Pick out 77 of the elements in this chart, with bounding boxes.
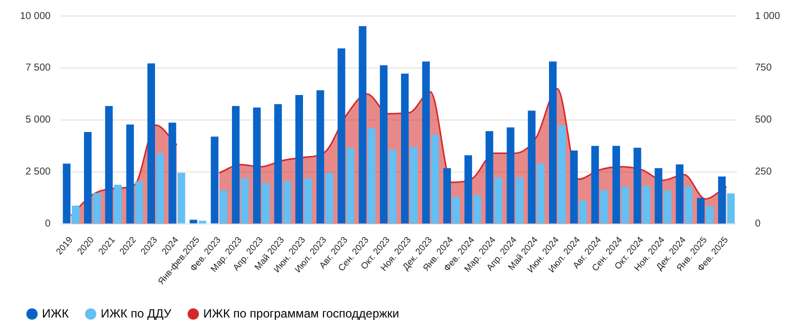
bar: [558, 126, 566, 224]
legend-label: ИЖК по программам господдержки: [203, 306, 400, 320]
bar: [452, 197, 460, 224]
bar: [642, 186, 650, 224]
bar: [506, 127, 514, 224]
y-tick-label: 5 000: [26, 114, 52, 126]
bar: [443, 168, 451, 224]
bar: [410, 146, 418, 224]
bar: [706, 206, 714, 224]
bar: [253, 107, 261, 224]
bar: [676, 164, 684, 224]
y2-tick-label: 750: [754, 62, 772, 74]
bar: [684, 186, 692, 224]
legend-label: ИЖК: [42, 306, 69, 320]
bar: [727, 193, 735, 224]
bar: [464, 155, 472, 224]
y2-tick-label: 500: [754, 114, 772, 126]
bar: [612, 146, 620, 224]
bar: [92, 193, 101, 224]
y2-tick-label: 250: [754, 166, 772, 178]
bar: [358, 26, 366, 224]
bar: [295, 95, 303, 224]
bar: [84, 132, 92, 224]
bar: [338, 48, 346, 224]
bar: [388, 150, 397, 224]
y2-tick-label: 0: [754, 218, 761, 230]
bar: [220, 190, 228, 224]
bar: [72, 206, 80, 224]
bar: [570, 150, 578, 224]
bar: [325, 172, 334, 224]
bar: [634, 148, 642, 224]
bar: [579, 200, 587, 224]
bar: [591, 146, 599, 224]
bar: [621, 186, 630, 224]
bar: [283, 181, 291, 224]
bar: [549, 62, 557, 224]
bar: [516, 178, 524, 224]
bar: [422, 62, 430, 224]
bar: [600, 190, 608, 224]
bar: [368, 128, 376, 224]
bar: [664, 190, 672, 224]
bar: [528, 110, 536, 224]
y-tick-label: 10 000: [20, 10, 52, 22]
bar: [168, 122, 176, 224]
bar: [486, 131, 494, 224]
bar: [190, 220, 198, 224]
bar: [178, 172, 186, 224]
bar: [198, 220, 206, 224]
bar: [431, 134, 439, 224]
bar: [346, 148, 354, 224]
bar: [494, 178, 502, 224]
legend-label: ИЖК по ДДУ: [100, 306, 172, 320]
bar: [135, 181, 143, 224]
y-tick-label: 7 500: [26, 62, 52, 74]
bar: [126, 124, 134, 224]
bar: [62, 164, 70, 224]
bar: [380, 65, 388, 224]
bar: [262, 183, 270, 224]
bar: [696, 198, 705, 224]
bar: [401, 74, 409, 224]
y2-tick-label: 1 000: [754, 10, 780, 22]
bar: [114, 184, 122, 224]
bar: [274, 104, 282, 224]
bar: [718, 176, 726, 224]
y-tick-label: 2 500: [26, 166, 52, 178]
bar: [240, 178, 249, 224]
bar: [473, 195, 482, 224]
bar: [232, 106, 240, 224]
bar: [105, 106, 113, 224]
bar: [304, 178, 312, 224]
bar: [654, 168, 662, 224]
bar: [210, 136, 218, 224]
bar: [156, 153, 164, 224]
bar: [147, 63, 156, 224]
bar: [316, 90, 324, 224]
y-tick-label: 0: [45, 218, 52, 230]
bar: [536, 164, 544, 224]
